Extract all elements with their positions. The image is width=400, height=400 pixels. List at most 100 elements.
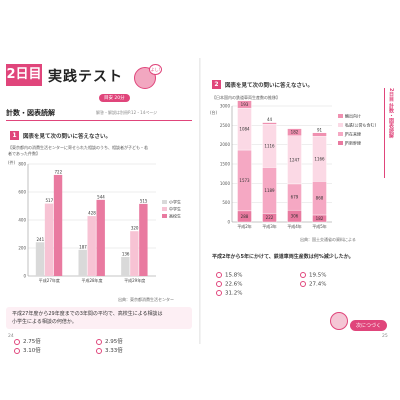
speech-bubble: よし! <box>149 64 162 75</box>
question-1-text-line1: 平成27年度から29年度までの3年間の平均で、高校生による相談は <box>12 311 163 317</box>
chart-2-xtick: 平成3年 <box>262 223 277 229</box>
chart-1-legend-swatch <box>162 200 167 204</box>
q2-option-d[interactable]: 27.4% <box>300 281 326 288</box>
chart-1-xtick: 平成29年度 <box>124 277 145 283</box>
chart-2-bar-segment <box>312 132 327 137</box>
page-title: 実践テスト <box>48 69 123 85</box>
chart-2-legend-label: 輸出向け <box>345 113 361 119</box>
q1-option-d[interactable]: 3.33倍 <box>96 346 123 354</box>
chart-1-legend-label: 高校生 <box>169 213 181 219</box>
chart-2-data-label: 91 <box>317 127 323 132</box>
question-1-text-line2: 小学生による相談の何倍か。 <box>12 319 77 325</box>
question-1-panel: 平成27年度から29年度までの3年間の平均で、高校生による相談は 小学生による相… <box>6 307 192 329</box>
chart-2-data-label: 288 <box>241 214 249 219</box>
chart-1-data-label: 136 <box>122 251 130 256</box>
q2-option-b[interactable]: 19.5% <box>300 272 326 279</box>
page-number-left: 24 <box>8 334 14 339</box>
chart-1-bar <box>53 174 63 276</box>
chart-2-xtick: 平成5年 <box>312 223 327 229</box>
section-reference: 解答・解説は別冊P.12・14ページ <box>96 110 158 115</box>
chart-2-xtick: 平成2年 <box>237 223 252 229</box>
radio-icon <box>96 347 102 354</box>
chart-1-data-label: 241 <box>37 237 45 242</box>
chart-2-legend-swatch <box>338 114 343 118</box>
book-spread: 2日目 実践テスト よし! 目安 20分 計数・図表読解 解答・解説は別冊P.1… <box>0 58 400 354</box>
question-2-number: 2 <box>212 80 221 89</box>
chart-1-xtick: 平成27年度 <box>39 277 60 283</box>
chart-1-bar <box>139 203 148 276</box>
chart-1-legend-label: 中学生 <box>169 206 181 212</box>
chart-1-data-label: 722 <box>55 169 63 174</box>
chart-2-data-label: 1084 <box>239 127 250 132</box>
chart-1-bar <box>87 216 96 276</box>
chart-2-data-label: 182 <box>291 130 299 135</box>
chart-2-bar-segment <box>237 100 252 109</box>
chart-2-legend-label: JR新幹線 <box>344 140 361 146</box>
chart-1-source: 出典：東京都消費生活センター <box>118 297 174 302</box>
q1-option-b[interactable]: 2.95倍 <box>96 337 123 345</box>
time-chip: 目安 20分 <box>99 94 130 102</box>
side-tab-rule <box>384 88 385 178</box>
chart-2-ytick: 1500 <box>220 162 231 167</box>
chart-2-legend-label: JR在来線 <box>344 131 361 137</box>
chart-1-caption-line1: 【東京都内の消費生活センターに寄せられた相談のうち、相談者が子ども・若 <box>8 145 148 150</box>
chart-1-ytick: 400 <box>18 218 26 223</box>
chart-2-data-label: 306 <box>291 214 299 219</box>
chart-2-xtick: 平成4年 <box>287 223 302 229</box>
chart-1-caption-line2: 者であった件数】 <box>8 151 40 156</box>
chart-2-data-label: 1573 <box>239 178 250 183</box>
chart-2-ytick: 3000 <box>220 104 231 109</box>
chart-1-xtick: 平成28年度 <box>81 277 102 283</box>
chart-1-bar <box>44 203 54 276</box>
chart-2-ytick: 500 <box>222 200 230 205</box>
section-rule <box>6 120 192 121</box>
radio-icon <box>216 272 222 278</box>
chart-1-legend-swatch <box>162 207 167 211</box>
chart-1-data-label: 515 <box>140 198 148 203</box>
chart-2-caption: 【日本国内の鉄道車両生産数の推移】 <box>212 95 280 100</box>
chart-1-bar <box>78 249 87 276</box>
chart-1-ytick: 600 <box>18 190 26 195</box>
chart-1-ytick: 200 <box>18 246 26 251</box>
next-page-button[interactable]: 次につづく <box>350 320 388 331</box>
chart-2-data-label: 44 <box>267 117 273 122</box>
chart-1-bar <box>130 231 139 276</box>
chart-1-data-label: 187 <box>79 244 87 249</box>
question-1-number: 1 <box>10 131 19 140</box>
question-1-prompt: 図表を見て次の問いに答えなさい。 <box>23 134 112 140</box>
chart-2-data-label: 193 <box>241 102 249 107</box>
radio-icon <box>14 338 20 345</box>
chart-1-ytick: 800 <box>18 162 26 167</box>
question-2-text: 平成2年から5年にかけて、鉄道車両生産数は何%減少したか。 <box>212 254 354 260</box>
chart-1: (件) 800 600 400 200 0 241 517 722 平成27年度 187 428 544… <box>8 159 181 283</box>
chart-2-legend-label: 私鉄(公営も含む) <box>345 122 376 128</box>
chart-2-data-label: 1116 <box>264 143 275 148</box>
chart-1-legend-label: 小学生 <box>169 199 181 205</box>
q1-option-a[interactable]: 2.75倍 <box>14 337 41 345</box>
chart-2-data-label: 1189 <box>264 188 275 193</box>
chart-2-bar-segment <box>262 122 277 125</box>
q1-option-c[interactable]: 3.10倍 <box>14 346 41 354</box>
chart-2-data-label: 868 <box>316 196 324 201</box>
chart-1-bar <box>121 256 130 276</box>
book-gutter <box>199 58 201 344</box>
chart-2-legend-swatch <box>338 123 343 127</box>
q2-option-c[interactable]: 22.6% <box>216 281 242 288</box>
chart-1-ylabel: (件) <box>8 159 16 165</box>
day-badge: 2日目 <box>6 64 42 86</box>
chart-1-ytick: 0 <box>23 274 26 279</box>
section-title: 計数・図表読解 <box>6 109 55 117</box>
pointing-hand-icon <box>330 312 348 330</box>
chart-2-ytick: 0 <box>227 220 230 225</box>
radio-icon <box>96 338 102 345</box>
chart-1-bar <box>96 199 105 276</box>
q2-option-a[interactable]: 15.8% <box>216 272 242 279</box>
chart-1-data-label: 320 <box>131 226 139 231</box>
chart-2-data-label: 222 <box>266 215 274 220</box>
side-tab: 2日目 計数・図表読解 <box>388 88 394 139</box>
radio-icon <box>300 281 306 287</box>
radio-icon <box>300 272 306 278</box>
chart-2-data-label: 182 <box>316 216 324 221</box>
q2-option-e[interactable]: 31.2% <box>216 290 242 297</box>
chart-2-data-label: 1166 <box>314 156 325 161</box>
